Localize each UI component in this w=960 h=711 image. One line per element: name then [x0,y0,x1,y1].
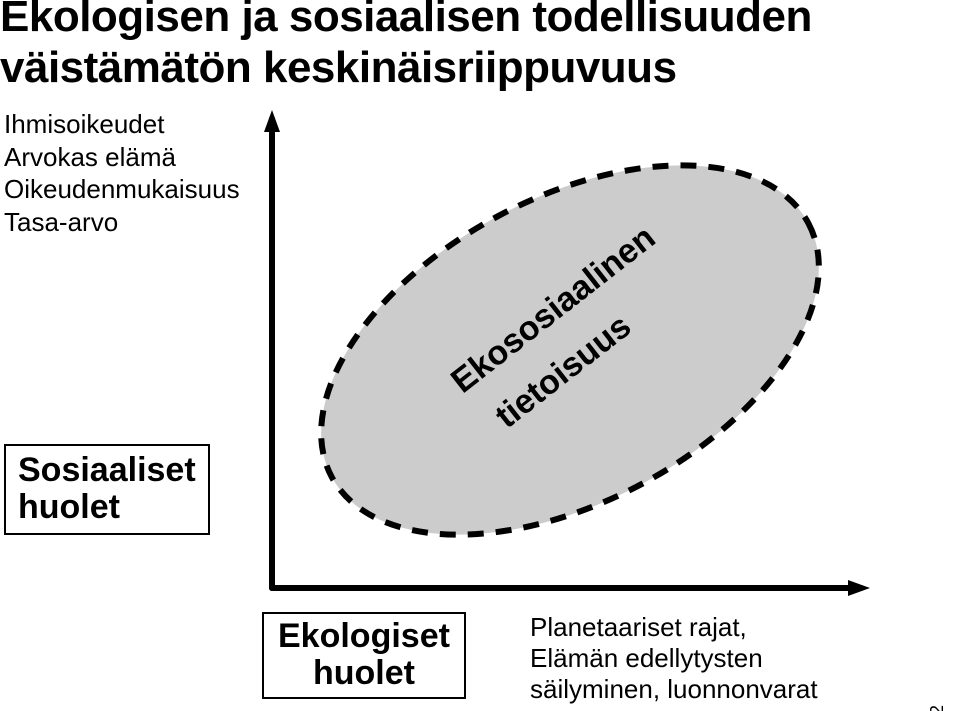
x-box-line1: Ekologiset [278,617,450,655]
x-list-item: Elämän edellytysten [530,643,818,674]
x-axis-concepts: Planetaariset rajat, Elämän edellytysten… [530,612,818,706]
x-list-item: säilyminen, luonnonvarat [530,674,818,705]
axes-diagram: Ekososiaalinentietoisuus [0,0,960,711]
x-box-line2: huolet [313,654,415,692]
citation: Hopwood, B., Mellor, M. & O'Brien, G. (2… [927,705,948,711]
x-list-item: Planetaariset rajat, [530,612,818,643]
x-axis-label-box: Ekologiset huolet [262,612,466,699]
